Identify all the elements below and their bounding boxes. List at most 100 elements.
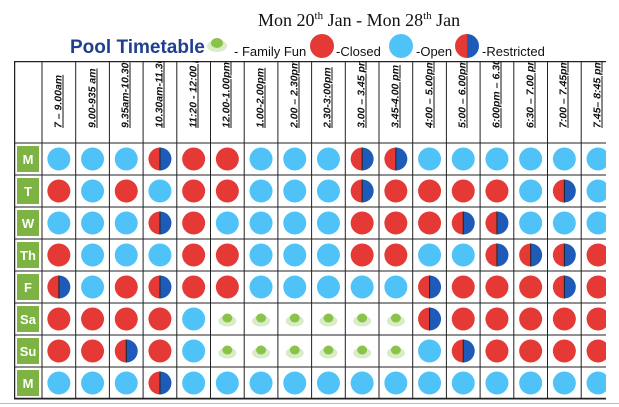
column-header: 2.30-3:00pm (312, 61, 346, 143)
cell-status-open (283, 179, 307, 203)
cell-status-open (249, 211, 273, 235)
column-header: 6:30 – 7.00 pm (514, 61, 548, 143)
cell-status-open (451, 243, 475, 267)
row-header-day: M (17, 146, 39, 172)
cell-status-open (552, 371, 576, 395)
cell-status-family (386, 313, 405, 327)
cell-status-open (114, 243, 138, 267)
cell-status-closed (519, 339, 543, 363)
column-header: 3.45-4.00 pm (379, 61, 413, 143)
cell-status-open (249, 147, 273, 171)
column-header: 12.00-1.00pm (211, 61, 245, 143)
cell-status-closed (384, 179, 408, 203)
column-header-label: 5:00 – 6.00pm (456, 61, 469, 128)
cell-status-open (316, 211, 340, 235)
column-header: 2.00 – 2.30pm (278, 61, 312, 143)
cell-status-open (182, 371, 206, 395)
cell-status-restricted (148, 211, 172, 235)
cell-status-closed (451, 307, 475, 331)
cell-status-family (319, 313, 338, 327)
cell-status-restricted (418, 307, 442, 331)
column-header: 7:00 – 7.45pm (548, 61, 582, 143)
cell-status-open (249, 179, 273, 203)
cell-status-restricted (485, 211, 509, 235)
cell-status-closed (148, 339, 172, 363)
column-header-label: 12.00-1.00pm (220, 62, 233, 128)
cell-status-open (215, 371, 239, 395)
cell-status-open (451, 371, 475, 395)
cell-status-open (249, 243, 273, 267)
cell-status-closed (485, 307, 509, 331)
cell-status-open (47, 147, 71, 171)
cell-status-closed (418, 211, 442, 235)
cell-status-restricted (418, 275, 442, 299)
cell-status-open (283, 371, 307, 395)
cell-status-closed (215, 147, 239, 171)
legend-open-label: -Open (416, 44, 453, 59)
closed-dot-icon (310, 34, 334, 58)
cell-status-open (418, 339, 442, 363)
cell-status-closed (215, 243, 239, 267)
cell-status-restricted (552, 275, 576, 299)
column-header: 7 – 9.00am (42, 61, 76, 143)
row-header-day: Sa (17, 306, 39, 332)
cell-status-closed (485, 179, 509, 203)
legend-open-text: Open (420, 44, 453, 59)
cell-status-open (81, 275, 105, 299)
row-header-day: M (17, 370, 39, 396)
cell-status-open (519, 371, 543, 395)
cell-status-closed (215, 179, 239, 203)
legend-family-text: Family Fun (241, 44, 307, 59)
cell-status-open (586, 179, 606, 203)
row-header-day: F (17, 274, 39, 300)
cell-status-open (418, 243, 442, 267)
cell-status-closed (182, 275, 206, 299)
column-header-label: 6:30 – 7.00 pm (524, 61, 537, 128)
cell-status-closed (350, 211, 374, 235)
cell-status-open (81, 211, 105, 235)
cell-status-restricted (148, 147, 172, 171)
cell-status-open (148, 179, 172, 203)
cell-status-family (353, 345, 372, 359)
column-header: 11:20 - 12:00 pm (177, 61, 211, 143)
column-header-label: 11:20 - 12:00 pm (187, 61, 200, 128)
cell-status-open (350, 371, 374, 395)
cell-status-open (519, 147, 543, 171)
open-dot-icon (389, 34, 413, 58)
column-header-label: 2.30-3:00pm (321, 67, 334, 128)
date-range: Mon 20th Jan - Mon 28th Jan (258, 10, 460, 31)
cell-status-open (47, 371, 71, 395)
legend (207, 38, 227, 52)
cell-status-restricted (485, 243, 509, 267)
cell-status-open (384, 371, 408, 395)
cell-status-closed (114, 275, 138, 299)
cell-status-closed (519, 275, 543, 299)
column-header: 3.00 – 3.45 pm (345, 61, 379, 143)
column-header: 4:00 – 5.00pm (413, 61, 447, 143)
legend-closed-label: -Closed (336, 44, 381, 59)
cell-status-closed (552, 339, 576, 363)
cell-status-open (316, 275, 340, 299)
column-header-label: 10.30am-11.30 (153, 61, 166, 128)
cell-status-closed (47, 307, 71, 331)
cell-status-restricted (148, 371, 172, 395)
cell-status-open (283, 211, 307, 235)
cell-status-open (182, 339, 206, 363)
cell-status-closed (148, 307, 172, 331)
cell-status-open (81, 147, 105, 171)
cell-status-open (316, 243, 340, 267)
date-range-text: Mon 20th Jan - Mon 28th Jan (258, 10, 461, 30)
cell-status-family (252, 345, 271, 359)
cell-status-open (316, 179, 340, 203)
row-header-day: Th (17, 242, 39, 268)
cell-status-restricted (384, 147, 408, 171)
cell-status-closed (451, 179, 475, 203)
column-header-label: 9.00-935 am (86, 68, 99, 128)
cell-status-open (519, 179, 543, 203)
cell-status-open (182, 307, 206, 331)
cell-status-family (218, 345, 237, 359)
cell-status-closed (182, 211, 206, 235)
cell-status-open (485, 371, 509, 395)
cell-status-family (386, 345, 405, 359)
cell-status-open (47, 211, 71, 235)
